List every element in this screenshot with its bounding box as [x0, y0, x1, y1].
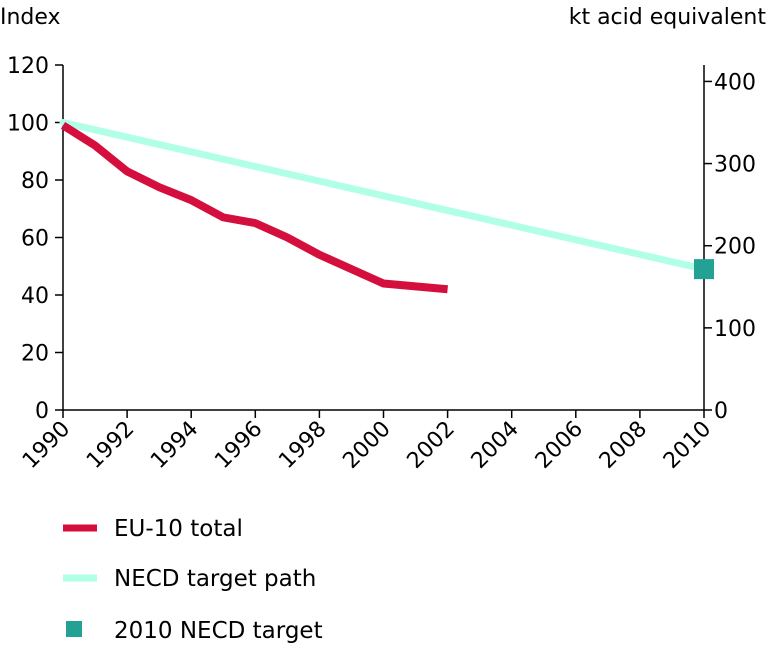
x-tick-label: 2010: [659, 417, 716, 474]
x-tick-label: 2008: [595, 417, 652, 474]
x-axis-ticks: 1990 1992 1994 1996 1998 2000 2002 2004 2006 2008…: [18, 410, 716, 474]
right-axis-ticks: 0 100 200 300 400: [704, 70, 756, 424]
axes: [62, 65, 705, 411]
right-tick-label: 200: [714, 235, 756, 260]
right-tick-label: 100: [714, 317, 756, 342]
right-axis-title: kt acid equivalent: [569, 5, 767, 30]
left-axis-ticks: 0 20 40 60 80 100 120: [7, 54, 63, 424]
left-tick-label: 40: [21, 284, 49, 309]
left-tick-label: 60: [21, 227, 49, 252]
series-point-2010-necd-target: [694, 259, 714, 280]
legend-swatch-2010-necd-target: [66, 621, 82, 637]
series-layer: [59, 119, 714, 294]
series-line-necd-target-path: [59, 119, 708, 273]
x-tick-label: 1996: [210, 417, 267, 474]
left-tick-label: 20: [21, 342, 49, 367]
left-tick-label: 80: [21, 169, 49, 194]
left-axis-title: Index: [0, 5, 61, 30]
series-line-eu10-total: [60, 121, 448, 294]
x-tick-label: 2002: [403, 417, 460, 474]
left-tick-label: 120: [7, 54, 49, 79]
right-tick-label: 300: [714, 153, 756, 178]
left-tick-label: 100: [7, 112, 49, 137]
right-tick-label: 400: [714, 70, 756, 95]
legend-label-2010-necd-target: 2010 NECD target: [114, 618, 323, 644]
x-tick-label: 1998: [274, 417, 331, 474]
x-tick-label: 2000: [338, 417, 395, 474]
x-tick-label: 1990: [18, 417, 75, 474]
right-tick-label: 0: [714, 399, 728, 424]
x-tick-label: 1994: [146, 417, 203, 474]
legend: EU-10 total NECD target path 2010 NECD t…: [63, 516, 323, 644]
x-tick-label: 1992: [82, 417, 139, 474]
legend-label-necd-target-path: NECD target path: [114, 566, 316, 592]
legend-label-eu10-total: EU-10 total: [114, 516, 243, 542]
left-tick-label: 0: [35, 399, 49, 424]
x-tick-label: 2004: [467, 417, 524, 474]
x-tick-label: 2006: [531, 417, 588, 474]
